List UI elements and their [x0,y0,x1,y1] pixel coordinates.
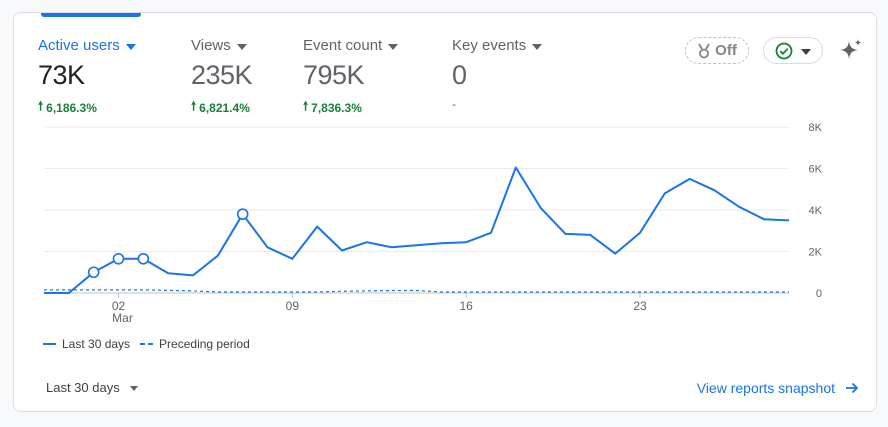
date-range-selector[interactable]: Last 30 days [46,380,138,395]
legend-label: Preceding period [159,337,250,351]
y-tick-label: 4K [809,205,823,217]
metric-value: 0 [452,60,467,90]
legend-label: Last 30 days [62,337,131,351]
annotation-marker [87,266,100,279]
metric-header[interactable]: Active users [38,37,136,54]
metric-change: 🠕 6,821.4% [191,97,252,118]
x-tick-label: 23 [633,299,647,313]
metric-label: Views [191,37,231,54]
metric-active-users[interactable]: Active users 73K 🠕 6,186.3% [38,37,136,118]
dashed-line-icon [140,343,154,345]
metric-header[interactable]: Views [191,37,252,54]
y-tick-label: 0 [816,288,822,300]
check-circle-icon [775,42,793,59]
off-label: Off [715,42,737,59]
link-label: View reports snapshot [696,380,835,396]
metric-label: Active users [38,37,120,54]
caret-down-icon [125,43,136,50]
active-tab-indicator [41,13,141,17]
series-line-preceding [44,289,789,293]
arrow-up-icon: 🠕 [191,99,197,113]
y-tick-label: 6K [809,164,823,176]
x-tick-label: 09 [286,299,300,313]
date-range-label: Last 30 days [46,380,120,395]
y-tick-label: 8K [809,122,823,134]
legend-item-previous[interactable]: Preceding period [140,337,250,351]
caret-down-icon [532,43,543,50]
metric-change: 🠕 7,836.3% [303,97,398,118]
x-tick-sublabel: Mar [112,311,133,325]
metric-change-value: 6,186.3% [46,100,97,115]
metric-label: Event count [303,37,383,54]
comparison-off-chip[interactable]: Off [685,37,749,64]
medal-icon [698,43,710,58]
active-users-card: Active users 73K 🠕 6,186.3% Views 235K 🠕… [13,12,877,412]
series-line-current [44,166,790,294]
arrow-up-icon: 🠕 [38,99,44,113]
chart-legend: Last 30 days Preceding period [43,337,250,351]
arrow-up-icon: 🠕 [303,99,309,113]
metric-label: Key events [452,37,527,54]
metric-value: 795K [303,60,365,90]
metric-change-value: - [452,97,456,111]
arrow-right-icon [846,382,859,394]
metric-change: - [452,97,542,111]
metric-event-count[interactable]: Event count 795K 🠕 7,836.3% [303,37,399,118]
metric-value: 73K [38,60,85,90]
metric-change: 🠕 6,186.3% [38,97,136,118]
metric-change-value: 6,821.4% [199,100,250,115]
x-tick-label: 02 [112,299,126,313]
x-tick-label: 16 [459,299,473,313]
metric-key-events[interactable]: Key events 0 - [452,37,543,111]
metric-views[interactable]: Views 235K 🠕 6,821.4% [191,37,253,118]
data-quality-dropdown[interactable] [763,37,823,64]
metric-change-value: 7,836.3% [311,100,362,115]
y-tick-label: 2K [809,247,823,259]
legend-item-current[interactable]: Last 30 days [43,337,130,351]
metric-header[interactable]: Key events [452,37,543,54]
metric-header[interactable]: Event count [303,37,399,54]
caret-down-icon [129,386,138,391]
sparkle-icon[interactable] [838,38,864,64]
caret-down-icon [388,43,399,50]
view-reports-snapshot-link[interactable]: View reports snapshot [697,380,859,396]
metric-value: 235K [191,60,253,90]
annotation-marker [137,252,150,265]
annotation-marker [236,208,249,220]
solid-line-icon [43,343,56,345]
caret-down-icon [801,48,811,55]
caret-down-icon [236,43,247,50]
annotation-marker [112,252,125,265]
